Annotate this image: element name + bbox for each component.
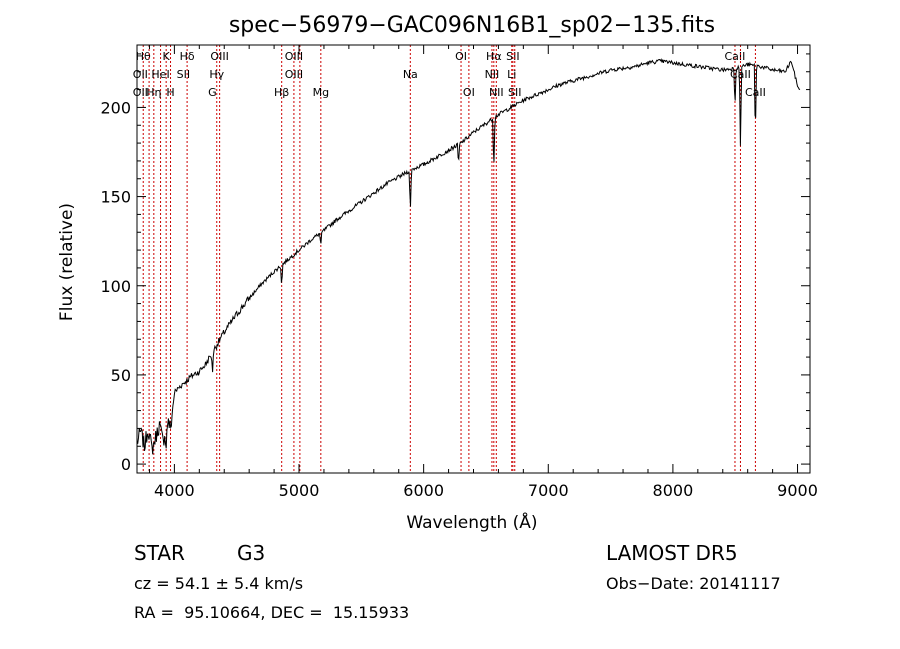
y-tick-label: 50 — [111, 366, 131, 385]
spectral-line-label: Hδ — [180, 50, 195, 63]
ra-dec-coordinates: RA = 95.10664, DEC = 15.15933 — [134, 603, 410, 622]
spectral-line-label: OIII — [285, 68, 303, 81]
y-tick-label: 100 — [100, 277, 131, 296]
spectral-line-label: OI — [463, 86, 475, 99]
spectral-line-label: CaII — [730, 68, 751, 81]
spectral-line-label: HeI — [151, 68, 169, 81]
spectral-line-label: G — [208, 86, 217, 99]
x-tick-label: 4000 — [154, 481, 195, 500]
plot-frame — [136, 44, 811, 474]
spectral-line-label: H — [166, 86, 174, 99]
spectral-line-label: Hη — [146, 86, 161, 99]
spectral-line-markers: Hθ K Hδ OIII OIII OI Hα SII CaII OII HeI SII Hγ OIII N… — [133, 45, 766, 473]
x-axis-label: Wavelength (Å) — [406, 511, 537, 533]
spectrum-series-line — [136, 58, 801, 455]
spectral-line-label: CaII — [725, 50, 746, 63]
x-tick-label: 5000 — [279, 481, 320, 500]
spectral-line-label: Hγ — [209, 68, 224, 81]
chart-title: spec−56979−GAC096N16B1_sp02−135.fits — [229, 13, 715, 38]
y-tick-label: 150 — [100, 188, 131, 207]
redshift-cz: cz = 54.1 ± 5.4 km/s — [134, 574, 304, 593]
x-tick-label: 6000 — [403, 481, 444, 500]
spectral-line-label: NII — [485, 68, 500, 81]
y-axis-label: Flux (relative) — [57, 203, 77, 321]
spectral-line-label: NII — [489, 86, 504, 99]
axis-ticks: 4000 5000 6000 7000 8000 9000 0 50 100 150 200 — [100, 45, 818, 500]
observation-date: Obs−Date: 20141117 — [606, 574, 781, 593]
spectral-line-label: OIII — [210, 50, 228, 63]
spectral-line-label: K — [163, 50, 171, 63]
spectral-line-label: OI — [455, 50, 467, 63]
spectral-line-label: CaII — [745, 86, 766, 99]
object-subclass: G3 — [237, 541, 266, 565]
y-tick-label: 200 — [100, 98, 131, 117]
spectral-line-label: OIII — [285, 50, 303, 63]
spectral-line-label: SII — [177, 68, 190, 81]
spectral-line-label: Na — [403, 68, 418, 81]
spectral-line-label: OII — [133, 68, 148, 81]
object-class: STAR — [134, 541, 185, 565]
survey-name: LAMOST DR5 — [606, 541, 738, 565]
x-tick-label: 7000 — [528, 481, 569, 500]
spectral-line-label: Mg — [313, 86, 329, 99]
x-tick-label: 8000 — [653, 481, 694, 500]
spectral-line-label: SII — [508, 86, 521, 99]
spectral-line-label: SII — [506, 50, 519, 63]
x-tick-label: 9000 — [777, 481, 818, 500]
spectral-line-label: Hθ — [136, 50, 151, 63]
spectral-line-label: Li — [507, 68, 516, 81]
spectral-line-label: Hβ — [274, 86, 289, 99]
spectral-line-label: Hα — [486, 50, 502, 63]
y-tick-label: 0 — [121, 455, 131, 474]
